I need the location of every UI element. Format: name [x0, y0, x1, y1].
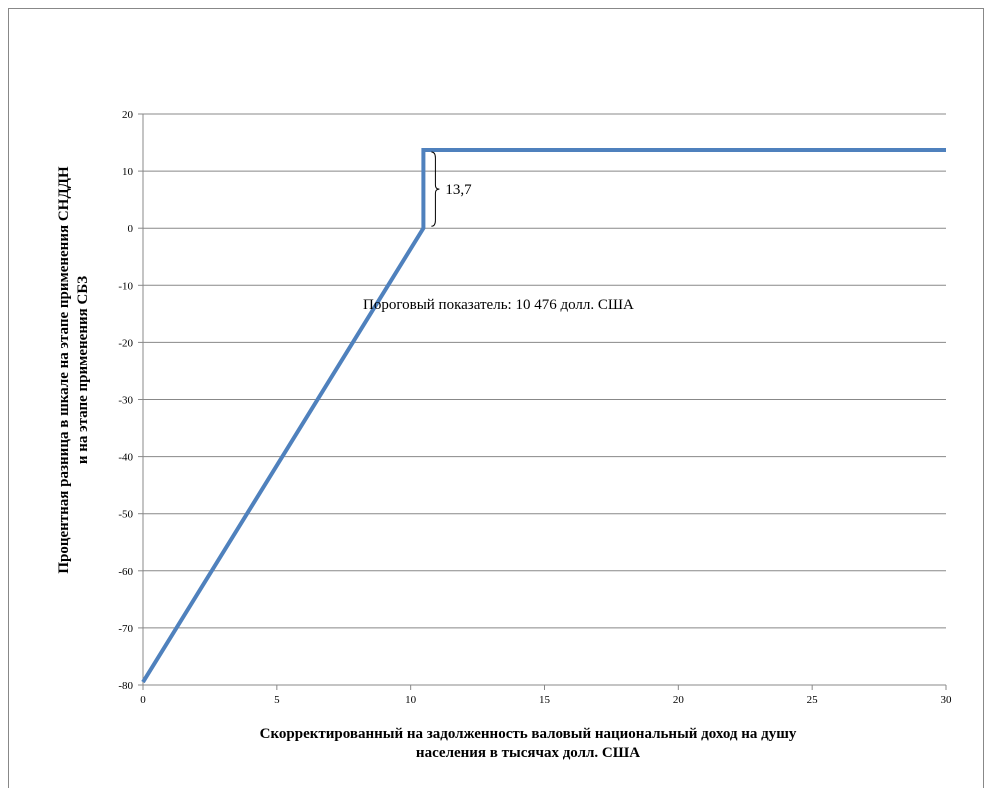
gridlines	[143, 113, 946, 686]
x-tick-label: 25	[807, 694, 819, 706]
x-axis-title: Скорректированный на задолженность валов…	[260, 726, 797, 761]
y-axis-title: Процентная разница в шкале на этапе прим…	[56, 166, 91, 574]
jump-brace	[431, 151, 440, 227]
annotations: 13,7 Пороговый показатель: 10 476 долл. …	[363, 151, 634, 313]
x-tick-label: 20	[673, 694, 685, 706]
x-tick-label: 5	[274, 694, 280, 706]
x-tick-label: 30	[941, 694, 953, 706]
y-tick-label: -10	[118, 280, 133, 292]
x-tick-labels: 0 5 10 15 20 25 30	[140, 685, 952, 706]
y-axis-title-line-1: Процентная разница в шкале на этапе прим…	[56, 166, 72, 574]
y-tick-label: -60	[118, 566, 133, 578]
y-tick-label: 20	[122, 109, 134, 121]
y-tick-label: -20	[118, 337, 133, 349]
x-axis-title-line-2: населения в тысячах долл. США	[416, 745, 640, 761]
x-axis-title-line-1: Скорректированный на задолженность валов…	[260, 726, 797, 742]
series-line-0	[141, 148, 946, 684]
chart-frame	[8, 8, 984, 788]
y-tick-label: 10	[122, 166, 134, 178]
y-tick-labels: 20 10 0 -10 -20 -30 -40 -50 -60 -70 -80	[118, 109, 143, 692]
y-tick-label: -80	[118, 680, 133, 692]
y-tick-label: -40	[118, 452, 133, 464]
series-group	[141, 148, 946, 684]
threshold-label: Пороговый показатель: 10 476 долл. США	[363, 297, 634, 313]
x-tick-label: 15	[539, 694, 551, 706]
x-tick-label: 0	[140, 694, 146, 706]
y-tick-label: 0	[128, 223, 134, 235]
jump-label: 13,7	[445, 182, 472, 198]
y-tick-label: -50	[118, 509, 133, 521]
y-tick-label: -30	[118, 395, 133, 407]
y-tick-label: -70	[118, 623, 133, 635]
y-axis-title-line-2: и на этапе применения СБЗ	[75, 276, 91, 464]
x-tick-label: 10	[405, 694, 417, 706]
